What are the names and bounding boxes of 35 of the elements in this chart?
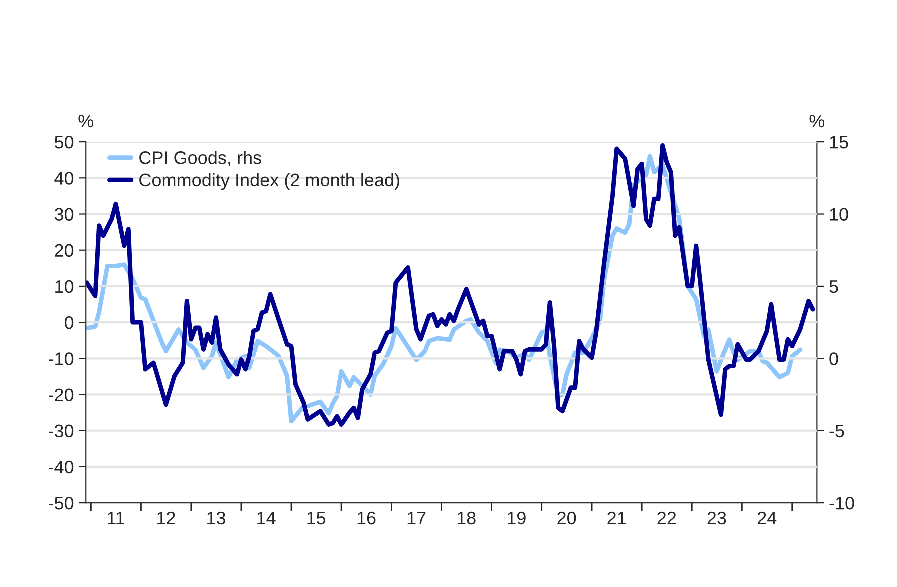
x-tick-label: 22 <box>658 512 676 524</box>
y-tick-label: 0 <box>64 316 74 330</box>
legend-label: Commodity Index (2 month lead) <box>140 173 400 190</box>
x-tick-label: 20 <box>558 512 576 525</box>
x-tick-label: 16 <box>358 512 376 525</box>
y2-tick-label: 15 <box>830 136 848 149</box>
x-tick-label: 12 <box>158 512 176 524</box>
x-tick-label: 15 <box>308 512 326 525</box>
y2-tick-label: -10 <box>830 496 854 510</box>
y-tick-label: 50 <box>54 136 74 149</box>
y-axis-title: % <box>78 114 94 128</box>
x-tick-label: 24 <box>758 512 777 524</box>
y-tick-label: -30 <box>49 424 74 438</box>
y-tick-label: -10 <box>49 352 74 366</box>
y2-axis-title: % <box>810 114 825 128</box>
y-tick-label: 10 <box>56 280 74 294</box>
x-tick-label: 21 <box>608 512 626 524</box>
x-tick-label: 23 <box>708 512 726 525</box>
legend-label: CPI Goods, rhs <box>140 151 262 166</box>
y2-tick-label: -5 <box>830 424 844 438</box>
x-tick-label: 17 <box>408 512 426 524</box>
x-tick-label: 14 <box>258 512 276 524</box>
y2-tick-label: 10 <box>830 208 848 221</box>
y-tick-label: 40 <box>54 172 74 185</box>
y-tick-label: -20 <box>49 388 74 402</box>
x-tick-label: 13 <box>208 512 226 525</box>
y2-tick-label: 5 <box>830 280 838 294</box>
y-tick-label: 20 <box>55 244 74 258</box>
y-tick-label: 30 <box>54 208 74 221</box>
x-tick-label: 11 <box>108 512 124 524</box>
y-tick-label: -50 <box>49 496 74 510</box>
y2-tick-label: 0 <box>830 352 838 366</box>
x-tick-label: 19 <box>508 512 526 525</box>
x-tick-label: 18 <box>458 512 476 525</box>
y-tick-label: -40 <box>49 460 74 474</box>
